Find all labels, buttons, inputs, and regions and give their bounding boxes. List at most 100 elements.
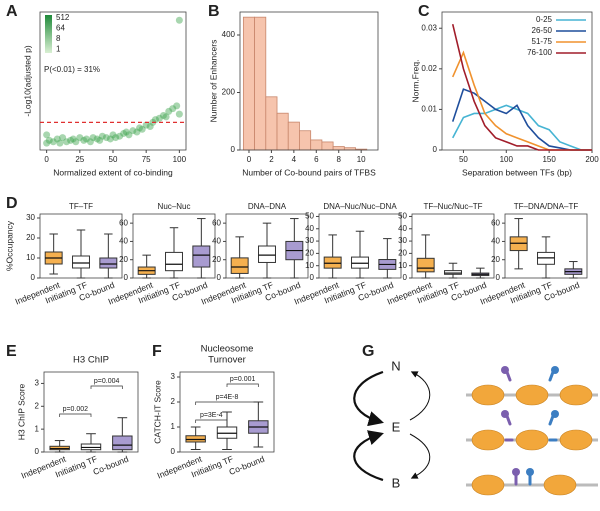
- p-value: p=0.004: [94, 378, 120, 385]
- plot-frame: [179, 371, 275, 453]
- colorbar-label: 8: [56, 34, 61, 43]
- legend-label: 76-100: [527, 48, 552, 57]
- point: [116, 132, 124, 140]
- bar: [321, 141, 334, 151]
- y-tick-label: 30: [305, 236, 314, 245]
- x-tick-label: 150: [542, 155, 556, 164]
- y-tick-label: 1: [35, 424, 40, 433]
- point: [129, 127, 137, 135]
- box: [258, 245, 276, 263]
- y-tick-label: 50: [305, 212, 314, 221]
- point: [93, 135, 101, 143]
- y-tick-label: 20: [398, 248, 407, 257]
- y-axis-label: CATCH-IT Score: [152, 380, 162, 444]
- box: [99, 257, 118, 269]
- nucleosome: [559, 429, 593, 451]
- x-tick-label: 100: [173, 155, 187, 164]
- panel-label: G: [362, 343, 374, 360]
- line: [452, 104, 592, 151]
- box: [230, 257, 249, 274]
- legend-label: 51-75: [532, 37, 553, 46]
- point: [159, 112, 167, 119]
- legend-label: 0-25: [536, 15, 553, 24]
- node-label: B: [392, 475, 401, 490]
- nucleosome: [471, 474, 505, 496]
- bar: [242, 16, 255, 151]
- facet-title: TF–TF: [69, 202, 93, 211]
- bar: [254, 16, 267, 151]
- y-axis-label: Norm.Freq.: [410, 60, 420, 103]
- y-tick-label: 40: [212, 237, 221, 246]
- y-tick-label: 0: [35, 447, 40, 456]
- tf-icon: [505, 370, 512, 382]
- bar: [276, 112, 289, 151]
- point: [122, 128, 130, 136]
- facet-title: TF–Nuc/Nuc–TF: [423, 202, 482, 211]
- line: [451, 23, 592, 151]
- node-label: N: [391, 358, 400, 373]
- tf-icon: [551, 366, 559, 374]
- y-tick-label: 200: [222, 88, 236, 97]
- y-tick-label: 0: [433, 145, 438, 154]
- y-axis-label: -Log10(adjusted p): [22, 45, 32, 117]
- plot-frame: [441, 11, 593, 151]
- box: [165, 251, 183, 272]
- y-tick-label: 3: [171, 372, 176, 381]
- point: [151, 116, 159, 124]
- x-tick-label: 50: [459, 155, 468, 164]
- bar: [265, 96, 278, 151]
- y-tick-label: 0: [496, 273, 501, 282]
- facet-title: Nuc–Nuc: [158, 202, 191, 211]
- annotation: P(<0.01) = 31%: [44, 65, 100, 74]
- tf-icon: [551, 410, 559, 418]
- box: [112, 435, 133, 451]
- point: [53, 135, 61, 143]
- point: [155, 114, 163, 122]
- p-value: p=4E-8: [216, 394, 239, 401]
- y-tick-label: 10: [26, 253, 35, 262]
- y-tick-label: 20: [491, 255, 500, 264]
- y-axis-label: H3 ChIP Score: [16, 383, 26, 440]
- chart-title: Nucleosome: [201, 344, 254, 355]
- y-tick-label: 20: [305, 248, 314, 257]
- point: [169, 105, 177, 113]
- point: [45, 136, 53, 144]
- y-tick-label: 50: [398, 212, 407, 221]
- tf-icon: [505, 414, 512, 426]
- significance-bracket: [195, 401, 259, 405]
- chart-title: Turnover: [208, 355, 246, 366]
- y-tick-label: 0: [310, 273, 315, 282]
- nucleosome: [515, 429, 549, 451]
- y-tick-label: 20: [212, 255, 221, 264]
- significance-bracket: [195, 419, 228, 423]
- y-tick-label: 60: [491, 218, 500, 227]
- tf-icon: [501, 366, 509, 374]
- point: [89, 134, 97, 142]
- arrow: [353, 370, 384, 427]
- facet-title: TF–DNA/DNA–TF: [514, 202, 579, 211]
- x-tick-label: 200: [585, 155, 599, 164]
- bar: [332, 146, 345, 151]
- point: [120, 129, 128, 137]
- point: [175, 110, 183, 118]
- y-tick-label: 0: [31, 273, 36, 282]
- y-tick-label: 10: [398, 261, 407, 270]
- point: [43, 139, 51, 147]
- p-value: p=3E-4: [200, 412, 223, 419]
- x-axis-label: Number of Co-bound pairs of TFBS: [242, 167, 376, 177]
- point: [63, 138, 71, 146]
- point: [76, 134, 84, 142]
- x-tick-label: 50: [109, 155, 118, 164]
- point: [69, 135, 77, 143]
- colorbar-label: 512: [56, 13, 70, 22]
- point: [56, 139, 64, 147]
- x-tick-label: 2: [269, 155, 274, 164]
- nucleosome: [559, 384, 593, 406]
- point: [106, 135, 114, 143]
- point: [98, 132, 106, 140]
- y-tick-label: 0.02: [421, 64, 437, 73]
- x-tick-label: 0: [247, 155, 252, 164]
- x-tick-label: 75: [142, 155, 151, 164]
- tf-icon: [512, 468, 520, 476]
- x-tick-label: 25: [75, 155, 84, 164]
